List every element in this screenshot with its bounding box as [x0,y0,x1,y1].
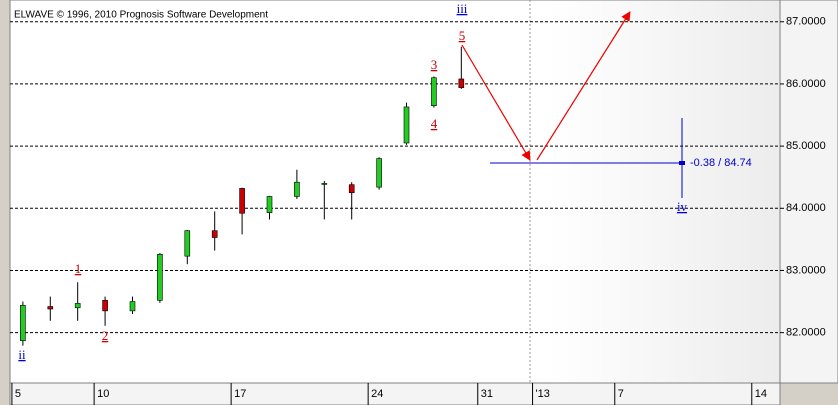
candle-body [74,303,81,309]
x-tick-label: 10 [97,388,109,400]
y-tick-label: 86.0000 [786,78,826,90]
candle-body [129,301,136,312]
projection-arrow [461,44,531,161]
candle-body [376,158,382,188]
projection-arrow [536,11,631,161]
x-tick-label: 31 [481,388,493,400]
target-label: -0.38 / 84.74 [690,157,752,169]
candle-body [47,306,54,310]
wave-label: 1 [75,261,82,276]
x-tick-label: 14 [755,388,767,400]
candle-body [431,77,437,106]
candle-body [458,78,465,88]
candle-body [102,300,108,312]
candle-body [321,183,328,185]
x-tick-label: '13 [536,388,550,400]
price-axis [779,0,838,384]
y-tick-label: 83.0000 [786,264,826,276]
chart-title: ELWAVE © 1996, 2010 Prognosis Software D… [14,10,268,21]
time-axis [9,382,781,405]
wave-label: 4 [431,116,438,131]
candle-body [266,196,273,213]
y-tick-label: 85.0000 [786,140,826,152]
candle-body [157,253,163,301]
wave-label: iv [677,199,688,214]
wave-label: 3 [431,57,438,72]
candle-body [211,230,218,238]
candle-body [403,106,410,144]
y-tick-label: 82.0000 [786,327,826,339]
wave-label: 5 [459,28,466,43]
x-tick-label: 7 [618,388,624,400]
candle-body [348,184,355,194]
x-tick-label: 24 [371,388,383,400]
candle-body [20,304,26,342]
candle-body [239,188,245,214]
x-tick-label: 17 [234,388,246,400]
wave-label: 2 [102,328,109,343]
wave-label: ii [18,347,26,362]
candle-body [294,181,300,197]
x-tick-label: 5 [15,388,21,400]
wave-label: iii [457,1,468,16]
y-tick-label: 84.0000 [786,202,826,214]
plot-area [9,0,781,384]
target-marker [679,161,685,165]
y-tick-label: 87.0000 [786,16,826,28]
candle-body [184,230,191,257]
